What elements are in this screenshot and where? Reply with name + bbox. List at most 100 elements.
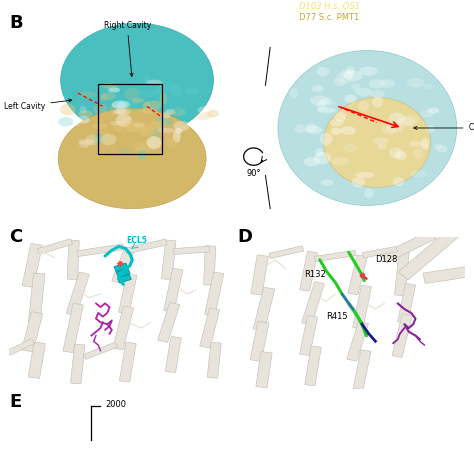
FancyBboxPatch shape: [353, 285, 371, 329]
Ellipse shape: [125, 88, 140, 100]
FancyBboxPatch shape: [300, 251, 318, 291]
Ellipse shape: [371, 90, 385, 99]
FancyBboxPatch shape: [253, 287, 275, 331]
Ellipse shape: [119, 106, 132, 117]
Ellipse shape: [420, 110, 435, 118]
Ellipse shape: [160, 92, 167, 105]
Ellipse shape: [323, 97, 332, 105]
Ellipse shape: [331, 128, 341, 135]
Ellipse shape: [141, 108, 159, 113]
FancyBboxPatch shape: [7, 339, 35, 355]
Ellipse shape: [317, 107, 336, 113]
FancyBboxPatch shape: [83, 342, 118, 359]
Ellipse shape: [139, 126, 155, 137]
FancyBboxPatch shape: [250, 321, 269, 361]
Ellipse shape: [116, 114, 132, 127]
Ellipse shape: [351, 83, 360, 91]
Ellipse shape: [146, 136, 162, 149]
Ellipse shape: [389, 147, 403, 158]
Ellipse shape: [124, 106, 139, 112]
Ellipse shape: [401, 114, 419, 126]
Text: 2000: 2000: [105, 401, 126, 409]
Ellipse shape: [421, 138, 429, 150]
Ellipse shape: [317, 99, 326, 110]
FancyBboxPatch shape: [314, 250, 356, 262]
Ellipse shape: [118, 123, 131, 134]
Text: B: B: [9, 14, 23, 32]
Ellipse shape: [162, 131, 180, 136]
Text: D: D: [237, 228, 252, 246]
Ellipse shape: [372, 97, 383, 108]
Ellipse shape: [96, 134, 104, 143]
Ellipse shape: [424, 83, 432, 89]
FancyBboxPatch shape: [22, 312, 43, 352]
Ellipse shape: [393, 177, 404, 186]
Ellipse shape: [126, 99, 138, 108]
Ellipse shape: [113, 119, 125, 131]
Ellipse shape: [397, 117, 415, 127]
Ellipse shape: [358, 101, 369, 112]
Ellipse shape: [73, 117, 81, 126]
Ellipse shape: [340, 126, 356, 135]
Ellipse shape: [140, 146, 148, 159]
Text: R415: R415: [327, 312, 348, 321]
Ellipse shape: [426, 125, 435, 133]
Ellipse shape: [154, 87, 162, 94]
Ellipse shape: [380, 79, 395, 88]
Ellipse shape: [167, 138, 178, 148]
Ellipse shape: [171, 108, 185, 117]
Ellipse shape: [314, 152, 331, 164]
Ellipse shape: [122, 118, 129, 127]
Ellipse shape: [79, 106, 87, 114]
Ellipse shape: [93, 103, 108, 115]
Ellipse shape: [196, 112, 212, 120]
Ellipse shape: [278, 51, 457, 205]
FancyBboxPatch shape: [353, 350, 371, 390]
Ellipse shape: [108, 88, 120, 92]
Ellipse shape: [139, 121, 151, 133]
Ellipse shape: [335, 112, 346, 122]
Ellipse shape: [58, 109, 206, 209]
Ellipse shape: [410, 170, 427, 178]
Ellipse shape: [60, 104, 76, 115]
Ellipse shape: [77, 116, 90, 124]
Ellipse shape: [173, 121, 190, 131]
FancyBboxPatch shape: [165, 337, 182, 373]
Ellipse shape: [290, 88, 298, 99]
FancyBboxPatch shape: [399, 224, 464, 280]
FancyBboxPatch shape: [37, 239, 73, 254]
Ellipse shape: [310, 96, 329, 106]
Ellipse shape: [413, 148, 423, 159]
FancyBboxPatch shape: [256, 352, 272, 388]
FancyBboxPatch shape: [28, 273, 45, 322]
FancyBboxPatch shape: [302, 282, 324, 325]
Ellipse shape: [94, 136, 101, 145]
FancyBboxPatch shape: [398, 283, 416, 323]
Ellipse shape: [303, 157, 320, 166]
Ellipse shape: [61, 23, 213, 137]
Ellipse shape: [333, 78, 346, 86]
Ellipse shape: [344, 71, 363, 81]
Ellipse shape: [317, 67, 329, 76]
Ellipse shape: [110, 104, 117, 116]
Ellipse shape: [100, 94, 107, 101]
FancyBboxPatch shape: [173, 246, 210, 255]
Ellipse shape: [355, 88, 373, 96]
FancyBboxPatch shape: [382, 230, 436, 263]
Ellipse shape: [369, 79, 385, 89]
FancyBboxPatch shape: [119, 342, 136, 382]
FancyBboxPatch shape: [205, 272, 224, 316]
FancyBboxPatch shape: [125, 239, 167, 254]
Text: E: E: [9, 393, 22, 411]
FancyBboxPatch shape: [305, 346, 321, 386]
Ellipse shape: [377, 143, 386, 149]
FancyBboxPatch shape: [392, 314, 412, 357]
FancyBboxPatch shape: [348, 255, 367, 295]
Ellipse shape: [140, 108, 158, 114]
FancyBboxPatch shape: [204, 246, 216, 285]
FancyBboxPatch shape: [162, 240, 176, 280]
Text: Left Cavity: Left Cavity: [4, 99, 72, 110]
Text: R132: R132: [304, 271, 326, 279]
Ellipse shape: [102, 83, 118, 89]
Ellipse shape: [134, 143, 146, 150]
